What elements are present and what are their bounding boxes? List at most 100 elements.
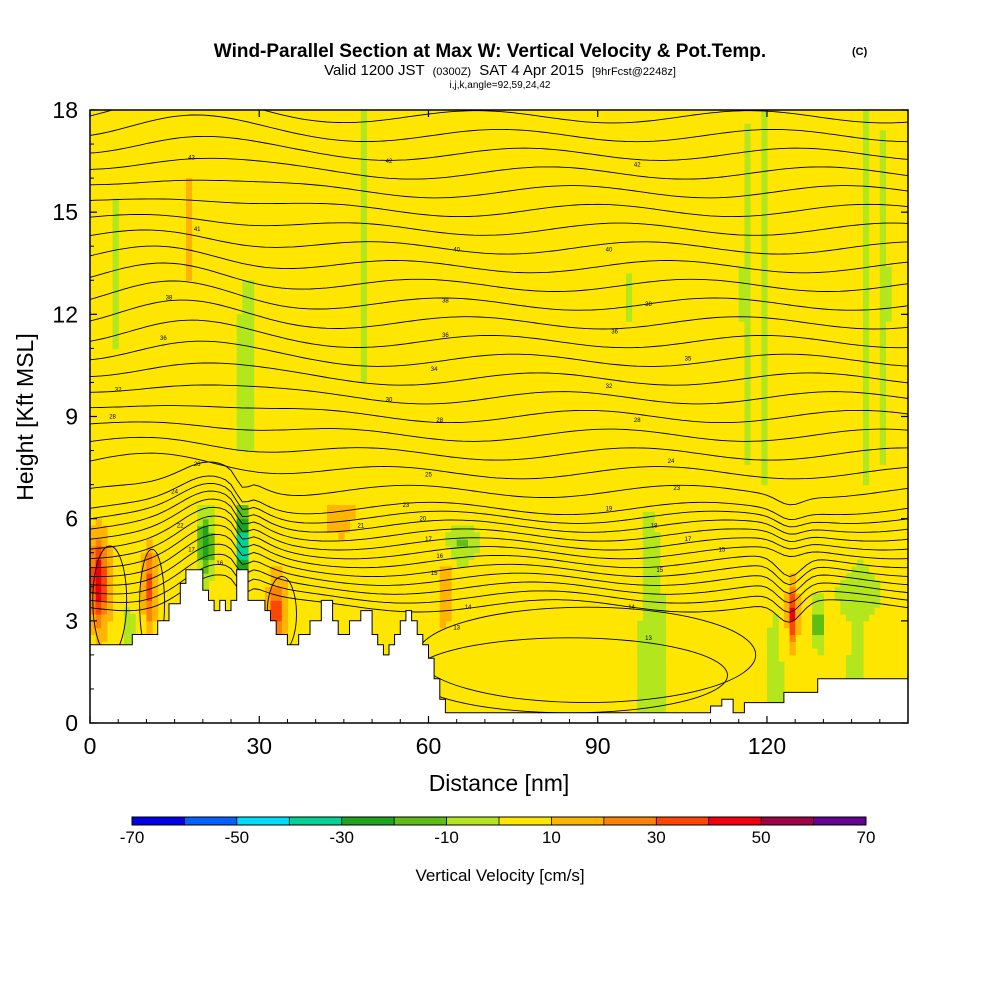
colorbar-swatch — [761, 817, 814, 825]
title-mark: (C) — [852, 46, 868, 58]
velocity-cell — [146, 620, 153, 636]
velocity-cell — [817, 593, 824, 615]
colorbar-swatch — [656, 817, 709, 825]
theta-contour-label: 34 — [431, 367, 438, 373]
theta-contour-line — [90, 110, 908, 124]
theta-contour-label: 38 — [442, 299, 449, 305]
velocity-cell — [197, 525, 204, 561]
theta-contour-label: 17 — [425, 537, 432, 543]
colorbar-swatch — [708, 817, 762, 825]
velocity-cell — [236, 532, 243, 561]
velocity-cell — [761, 110, 768, 486]
velocity-cell — [885, 266, 892, 322]
velocity-cell — [744, 123, 751, 465]
velocity-cell — [242, 559, 249, 574]
velocity-cell — [332, 505, 339, 533]
velocity-cell — [834, 586, 841, 601]
colorbar-swatch — [341, 817, 395, 825]
theta-contour-line — [90, 436, 908, 461]
velocity-cell — [90, 566, 97, 595]
velocity-cell — [642, 511, 650, 723]
theta-contours — [90, 110, 908, 714]
theta-contour-line — [90, 319, 908, 349]
velocity-cell — [625, 273, 633, 322]
velocity-cell — [90, 545, 97, 567]
theta-contour-label: 17 — [685, 537, 692, 543]
colorbar-swatch — [184, 817, 238, 825]
velocity-cell — [795, 593, 802, 636]
velocity-cell — [236, 559, 243, 574]
theta-contour-line — [90, 114, 908, 143]
velocity-cell — [637, 620, 644, 723]
theta-contour-label: 20 — [419, 517, 426, 523]
velocity-cell — [101, 525, 108, 547]
velocity-cell — [817, 634, 824, 656]
velocity-cell — [360, 110, 368, 384]
theta-contour-line — [90, 490, 908, 535]
theta-contour-label: 23 — [673, 486, 680, 492]
velocity-cell — [473, 532, 480, 554]
velocity-cell — [202, 525, 210, 561]
theta-contour-label: 28 — [436, 418, 443, 424]
velocity-cell — [857, 559, 864, 723]
theta-contour-label: 14 — [465, 605, 472, 611]
velocity-cell — [112, 198, 119, 349]
theta-contour-line — [90, 543, 908, 595]
theta-contour-label: 38 — [166, 295, 173, 301]
theta-contour-line — [90, 179, 908, 199]
velocity-cell — [242, 505, 249, 520]
colorbar-swatch — [446, 817, 500, 825]
chart-title: Wind-Parallel Section at Max W: Vertical… — [214, 41, 766, 62]
theta-contour-label: 42 — [634, 162, 641, 168]
colorbar-tick-label: 30 — [647, 828, 666, 847]
theta-contour-label: 36 — [611, 329, 618, 335]
velocity-cell — [862, 566, 870, 622]
terrain — [90, 569, 908, 723]
velocity-cell — [202, 518, 210, 527]
theta-contour-line — [90, 405, 908, 424]
velocity-cell — [95, 518, 102, 540]
velocity-cell — [840, 579, 847, 615]
velocity-cell — [812, 614, 819, 636]
theta-contour-label: 16 — [216, 561, 223, 567]
theta-contour-line — [90, 340, 908, 367]
velocity-cell — [202, 573, 210, 595]
velocity-cell — [95, 545, 102, 561]
velocity-cell — [812, 593, 819, 615]
chart-subtitle: Valid 1200 JST (0300Z) SAT 4 Apr 2015 [9… — [324, 62, 676, 79]
theta-contour-label: 26 — [194, 462, 201, 468]
colorbar-swatch — [603, 817, 657, 825]
velocity-cell — [789, 641, 796, 656]
velocity-cell — [146, 539, 153, 554]
velocity-cell — [851, 566, 858, 723]
theta-contour-label: 24 — [668, 459, 675, 465]
velocity-cell — [467, 525, 475, 561]
theta-contour-label: 23 — [403, 503, 410, 509]
theta-contour-line — [90, 299, 908, 330]
velocity-cell — [242, 280, 249, 452]
velocity-cell — [95, 614, 102, 629]
velocity-cell — [338, 505, 345, 540]
x-tick-label: 60 — [416, 733, 442, 759]
velocity-cell — [146, 552, 153, 574]
velocity-cell — [95, 539, 102, 547]
theta-contour-label: 30 — [386, 397, 393, 403]
theta-contour-label: 17 — [188, 547, 195, 553]
theta-contour-label: 22 — [177, 523, 184, 529]
theta-contour-line — [90, 515, 908, 560]
theta-contour-line — [90, 384, 908, 405]
theta-contour-label: 40 — [606, 248, 613, 254]
velocity-cell — [445, 566, 452, 622]
theta-contour-label: 40 — [453, 248, 460, 254]
x-tick-label: 0 — [84, 733, 97, 759]
theta-contour-line — [90, 135, 908, 161]
theta-contour-line — [90, 563, 908, 613]
y-tick-label: 6 — [65, 506, 78, 532]
velocity-cell — [659, 593, 667, 723]
theta-contour-line — [90, 157, 908, 180]
theta-contour-line — [90, 506, 908, 551]
theta-contour-label: 15 — [718, 547, 725, 553]
plot-area: 43 42 42 41 40 40 38 38 38 36 36 36 34 35 32 32 30 28 28 28… — [90, 110, 908, 723]
velocity-cell — [106, 545, 114, 622]
